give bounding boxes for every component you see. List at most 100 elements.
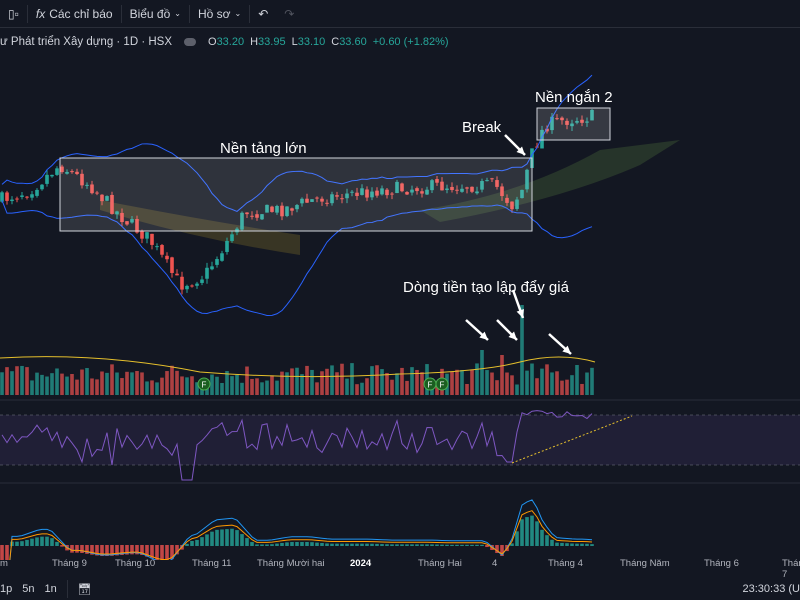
candle	[100, 194, 104, 202]
volume-bar	[210, 374, 214, 395]
candle	[355, 192, 359, 196]
candle	[555, 118, 559, 120]
candle	[315, 197, 319, 199]
volume-bar	[65, 376, 69, 395]
volume-bar	[480, 350, 484, 395]
macd-histogram-bar	[275, 543, 279, 546]
candle	[80, 173, 84, 186]
chart-dropdown[interactable]: Biểu đồ ⌄	[122, 7, 189, 21]
volume-bar	[60, 373, 64, 395]
indicators-label: Các chỉ báo	[49, 6, 113, 21]
macd-histogram-bar	[405, 544, 409, 546]
macd-histogram-bar	[245, 538, 249, 546]
range-1p[interactable]: 1p	[0, 583, 13, 595]
candle	[200, 279, 204, 283]
break-label: Break	[462, 119, 502, 136]
candle	[460, 188, 464, 192]
candle	[150, 233, 154, 245]
volume-bar	[315, 382, 319, 395]
macd-histogram-bar	[105, 545, 109, 556]
profile-label: Hồ sơ	[197, 6, 231, 21]
macd-histogram-bar	[0, 545, 4, 560]
volume-bar	[560, 380, 564, 395]
rsi-band	[0, 415, 800, 465]
volume-bar	[85, 368, 89, 395]
volume-bar	[395, 373, 399, 395]
candle	[575, 121, 579, 123]
volume-bar	[150, 380, 154, 395]
candle	[270, 206, 274, 212]
macd-histogram-bar	[100, 545, 104, 556]
macd-histogram-bar	[305, 542, 309, 546]
macd-histogram-bar	[35, 537, 39, 546]
candle	[90, 184, 94, 194]
candle	[400, 183, 404, 192]
macd-histogram-bar	[195, 539, 199, 546]
macd-histogram-bar	[30, 538, 34, 546]
range-5n[interactable]: 5n	[22, 583, 35, 595]
macd-histogram-bar	[520, 519, 524, 546]
volume-bar	[215, 376, 219, 395]
volume-bar	[225, 371, 229, 395]
volume-bar	[30, 380, 34, 395]
candle	[45, 174, 49, 184]
candle	[295, 205, 299, 210]
indicators-button[interactable]: fx Các chỉ báo	[28, 7, 121, 21]
macd-histogram-bar	[265, 544, 269, 546]
macd-histogram-bar	[210, 531, 214, 546]
profile-dropdown[interactable]: Hồ sơ ⌄	[190, 7, 249, 21]
candle	[415, 188, 419, 192]
arrow-head-icon	[479, 331, 488, 340]
change-value: +0.60 (+1.82%)	[372, 36, 449, 48]
chevron-down-icon: ⌄	[234, 9, 242, 18]
volume-bar	[145, 381, 149, 395]
volume-bar	[410, 367, 414, 395]
volume-bar	[35, 372, 39, 395]
volume-bar	[475, 363, 479, 395]
redo-button[interactable]: ↷	[276, 7, 302, 21]
top-toolbar: ▯▫ fx Các chỉ báo Biểu đồ ⌄ Hồ sơ ⌄ ↶ ↷	[0, 0, 800, 28]
time-axis-label: Tháng 6	[704, 558, 739, 569]
volume-bar	[100, 371, 104, 395]
volume-bar	[420, 372, 424, 395]
macd-histogram-bar	[340, 543, 344, 546]
divider	[120, 4, 122, 23]
volume-bar	[555, 371, 559, 395]
range-1n[interactable]: 1n	[44, 583, 57, 595]
undo-button[interactable]: ↶	[250, 7, 276, 21]
macd-histogram-bar	[235, 530, 239, 546]
bar-style-button[interactable]: ▯▫	[0, 7, 27, 21]
macd-histogram-bar	[260, 544, 264, 546]
volume-bar	[25, 367, 29, 395]
macd-histogram-bar	[565, 543, 569, 546]
macd-histogram-bar	[510, 543, 514, 546]
candle	[390, 193, 394, 195]
symbol-legend: ư Phát triển Xây dựng · 1D · HSX O33.20 …	[0, 36, 449, 48]
volume-bar	[535, 378, 539, 395]
low-value: 33.10	[297, 36, 326, 48]
date-range-icon[interactable]: 📅︎	[77, 583, 92, 596]
time-axis-label: Tháng Năm	[620, 558, 670, 569]
trendline	[511, 415, 633, 464]
macd-histogram-bar	[410, 544, 414, 546]
macd-histogram-bar	[385, 544, 389, 546]
volume-bar	[285, 372, 289, 395]
close-label: C	[331, 36, 340, 48]
macd-histogram-bar	[580, 543, 584, 546]
clock: 23:30:33 (U	[742, 583, 800, 595]
candle	[370, 191, 374, 198]
collapse-icon[interactable]	[184, 38, 196, 46]
candle	[340, 198, 344, 200]
candle	[475, 191, 479, 194]
candle	[385, 189, 389, 196]
volume-bar	[380, 369, 384, 395]
macd-histogram-bar	[285, 542, 289, 546]
time-axis-label: Tháng 11	[192, 558, 232, 569]
candle	[300, 198, 304, 204]
candle	[260, 214, 264, 220]
volume-bar	[450, 371, 454, 395]
macd-histogram-bar	[480, 544, 484, 546]
arrow-head-icon	[516, 309, 524, 318]
volume-bar	[575, 365, 579, 395]
